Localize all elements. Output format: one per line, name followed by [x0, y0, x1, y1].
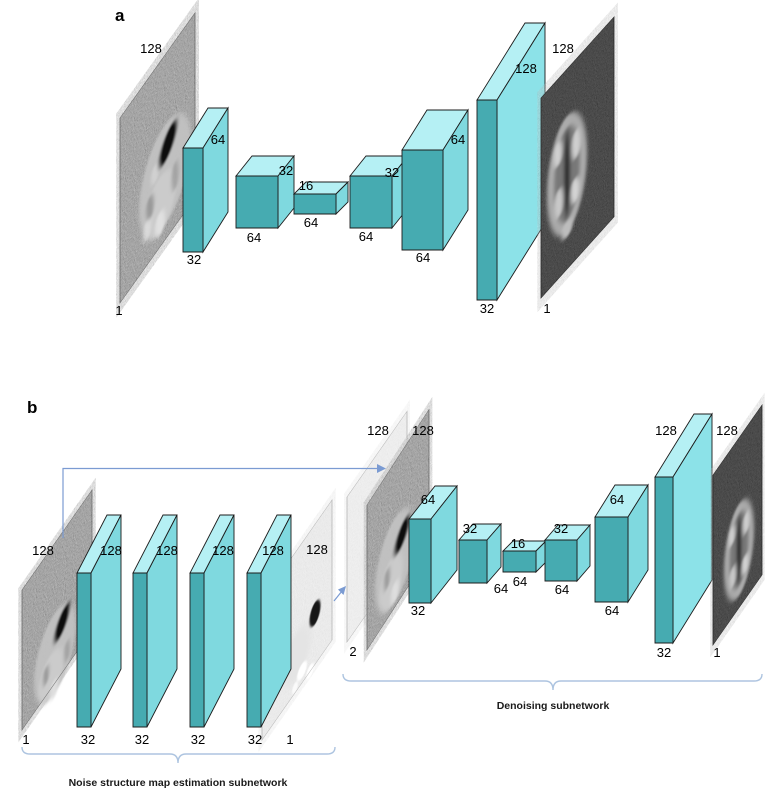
brain-noisy	[139, 113, 191, 242]
panel-a	[119, 11, 615, 304]
noise-map-to-concat-arrow	[333, 586, 346, 602]
conv-block-a1	[182, 106, 229, 254]
a-block1-bottom-label: 32	[186, 252, 202, 267]
b-denoise4-top-label: 32	[553, 521, 569, 536]
a-block6-top-label: 128	[515, 61, 537, 76]
a-output-size-label: 128	[552, 41, 574, 56]
noise-estimation-brace	[21, 746, 336, 764]
a-output-depth-label: 1	[543, 301, 551, 316]
a-block5-top-label: 64	[450, 132, 466, 147]
concat-noisy-plane	[366, 408, 430, 652]
b-denoise3-bottom-label: 64	[512, 574, 528, 589]
b-denoise4-bottom-label: 64	[554, 582, 570, 597]
conv-block-a4	[349, 154, 409, 230]
conv-block-a3	[292, 180, 350, 216]
conv-block-a5	[401, 108, 469, 252]
a-block4-bottom-label: 64	[358, 229, 374, 244]
b-noiseblock2-bottom-label: 32	[134, 732, 150, 747]
skip-connection-arrow	[62, 464, 386, 538]
b-denoise5-bottom-label: 64	[604, 603, 620, 618]
denoising-subnetwork-caption: Denoising subnetwork	[496, 700, 610, 712]
panel-a-letter: a	[115, 6, 125, 25]
a-input-size-label: 128	[140, 41, 162, 56]
b-denoise6-top-label: 128	[655, 423, 677, 438]
b-denoise3-top-label: 16	[510, 536, 526, 551]
b-output-size-label: 128	[716, 423, 738, 438]
panel-b	[21, 404, 763, 764]
b-denoise1-bottom-label: 32	[410, 603, 426, 618]
b-concat-map-size-label: 128	[367, 423, 389, 438]
conv-block-d5	[594, 483, 649, 604]
conv-block-a2	[235, 154, 295, 230]
panel-b-letter: b	[27, 398, 38, 417]
conv-block-a6	[476, 21, 546, 302]
conv-block-d3	[501, 539, 548, 574]
conv-block-b2	[132, 514, 178, 728]
a-input-depth-label: 1	[115, 303, 123, 318]
conv-block-b1	[76, 514, 122, 728]
a-block6-bottom-label: 32	[479, 301, 495, 316]
b-denoise1-top-label: 64	[420, 492, 436, 507]
b-noiseblock4-top-label: 128	[262, 543, 284, 558]
b-concat-depth-label: 2	[349, 644, 357, 659]
b-output-depth-label: 1	[713, 645, 721, 660]
a-block1-top-label: 64	[210, 132, 226, 147]
brain-clean	[724, 499, 754, 601]
panel-a-output-image	[540, 16, 615, 299]
a-block4-top-label: 32	[384, 165, 400, 180]
a-block3-bottom-label: 64	[303, 215, 319, 230]
brain-noisy	[34, 602, 76, 706]
a-block2-bottom-label: 64	[246, 230, 262, 245]
conv-block-d1	[408, 484, 458, 605]
conv-block-b3	[189, 514, 235, 728]
b-concat-image-size-label: 128	[412, 423, 434, 438]
b-denoise2-bottom-label: 64	[493, 581, 509, 596]
brain-noisy	[375, 507, 415, 614]
panel-a-input-image	[119, 11, 196, 304]
b-denoise5-top-label: 64	[609, 492, 625, 507]
conv-block-d4	[544, 523, 591, 583]
panel-b-input-image	[21, 489, 93, 731]
a-block5-bottom-label: 64	[415, 250, 431, 265]
conv-block-d6	[654, 412, 713, 645]
b-denoise2-top-label: 32	[462, 521, 478, 536]
b-noisemap-depth-label: 1	[286, 732, 294, 747]
b-noisemap-size-label: 128	[306, 542, 328, 557]
b-noiseblock4-bottom-label: 32	[247, 732, 263, 747]
brain-clean	[547, 112, 587, 240]
b-noiseblock1-bottom-label: 32	[80, 732, 96, 747]
b-noiseblock1-top-label: 128	[100, 543, 122, 558]
b-noiseblock3-bottom-label: 32	[190, 732, 206, 747]
a-block2-top-label: 32	[278, 163, 294, 178]
panel-b-output-image	[712, 404, 763, 646]
denoising-brace	[342, 673, 763, 691]
b-input-size-label: 128	[32, 543, 54, 558]
conv-block-d2	[458, 522, 502, 585]
noise-estimation-subnetwork-caption: Noise structure map estimation subnetwor…	[68, 777, 288, 789]
b-noiseblock2-top-label: 128	[156, 543, 178, 558]
conv-block-b4	[246, 514, 292, 728]
b-input-depth-label: 1	[22, 732, 30, 747]
b-noiseblock3-top-label: 128	[212, 543, 234, 558]
b-denoise6-bottom-label: 32	[656, 645, 672, 660]
a-block3-top-label: 16	[298, 178, 314, 193]
